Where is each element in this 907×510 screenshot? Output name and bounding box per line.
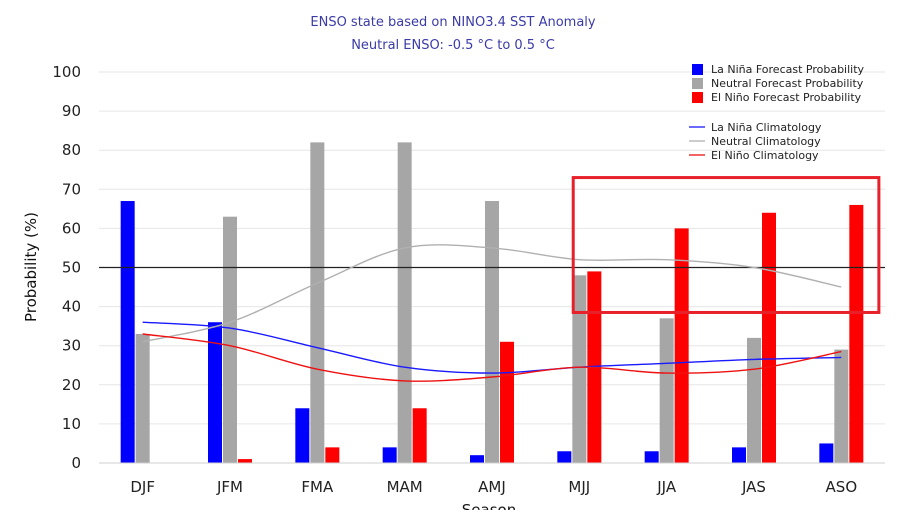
x-tick-label: JAS (741, 478, 766, 496)
x-tick-label: DJF (130, 478, 155, 496)
legend-label-el-nino: El Niño Forecast Probability (711, 91, 862, 104)
x-tick-label: MAM (387, 478, 423, 496)
bar-el-nino (238, 459, 252, 463)
y-axis-label: Probability (%) (22, 212, 40, 322)
bar-la-nina (382, 447, 397, 463)
x-tick-label: JJA (656, 478, 677, 496)
y-axis-ticks: 0 10 20 30 40 50 60 70 80 90 100 (52, 63, 81, 472)
climatology-line-el-nino (142, 333, 842, 382)
bar-la-nina (208, 322, 222, 463)
bar-el-nino (500, 341, 514, 463)
bar-la-nina (644, 451, 659, 463)
x-axis-ticks: DJF JFM FMA MAM AMJ MJJ JJA JAS ASO (130, 478, 857, 496)
legend-label-neutral: Neutral Forecast Probability (711, 77, 864, 90)
highlight-annotation (571, 176, 881, 314)
bar-el-nino (849, 204, 864, 463)
legend-label-el-nino-clim: El Niño Climatology (711, 149, 819, 162)
highlight-box (571, 176, 881, 314)
legend-label-neutral-clim: Neutral Climatology (711, 135, 821, 148)
legend-label-la-nina: La Niña Forecast Probability (711, 63, 865, 76)
y-tick-label: 60 (62, 219, 81, 237)
bars (99, 142, 885, 464)
bar-neutral (572, 275, 587, 463)
y-tick-label: 50 (62, 259, 81, 277)
bar-la-nina (120, 201, 135, 463)
bar-el-nino (325, 447, 340, 463)
y-tick-label: 20 (62, 376, 81, 394)
legend-swatch-el-nino (692, 92, 703, 103)
bar-el-nino (762, 212, 776, 463)
bar-la-nina (819, 443, 834, 463)
climatology-lines (142, 244, 842, 382)
y-tick-label: 90 (62, 102, 81, 120)
bar-neutral (397, 142, 412, 463)
y-tick-label: 10 (62, 415, 81, 433)
legend-label-la-nina-clim: La Niña Climatology (711, 121, 822, 134)
bar-neutral (834, 349, 849, 463)
bar-la-nina (557, 451, 572, 463)
x-tick-label: JFM (216, 478, 243, 496)
x-tick-label: FMA (301, 478, 334, 496)
y-tick-label: 30 (62, 337, 81, 355)
bar-la-nina (470, 455, 484, 463)
bar-neutral (135, 333, 150, 463)
bar-neutral (485, 201, 499, 463)
bar-neutral (747, 337, 761, 463)
bar-la-nina (295, 408, 310, 463)
bar-neutral (310, 142, 325, 463)
x-tick-label: ASO (826, 478, 858, 496)
x-axis-label: Season (462, 501, 516, 510)
chart-subtitle: Neutral ENSO: -0.5 °C to 0.5 °C (351, 38, 555, 53)
legend: La Niña Forecast Probability Neutral For… (689, 63, 865, 162)
y-tick-label: 0 (71, 454, 81, 472)
climatology-line-neutral (142, 244, 842, 343)
bar-el-nino (674, 228, 689, 463)
bar-neutral (659, 318, 674, 463)
y-tick-label: 100 (52, 63, 81, 81)
y-tick-label: 40 (62, 298, 81, 316)
y-tick-label: 70 (62, 180, 81, 198)
legend-swatch-neutral (692, 78, 703, 89)
x-tick-label: AMJ (478, 478, 506, 496)
bar-la-nina (732, 447, 746, 463)
x-tick-label: MJJ (568, 478, 590, 496)
legend-swatch-la-nina (692, 64, 703, 75)
y-tick-label: 80 (62, 141, 81, 159)
climatology-line-la-nina (142, 321, 842, 374)
chart-title: ENSO state based on NINO3.4 SST Anomaly (310, 15, 596, 30)
bar-neutral (223, 216, 237, 463)
bar-el-nino (412, 408, 427, 463)
